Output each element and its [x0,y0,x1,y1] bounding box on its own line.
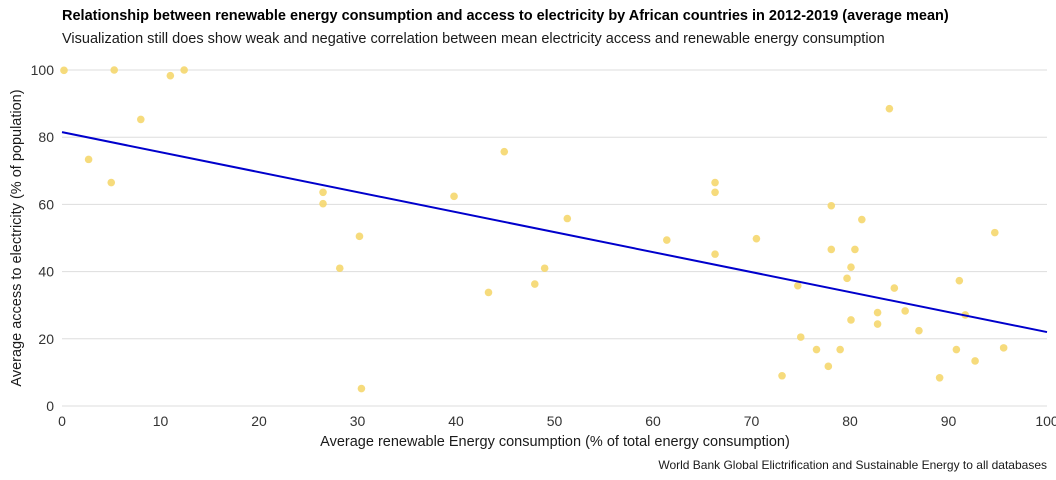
data-point [357,384,366,393]
grid-lines [62,69,1047,407]
x-tick-label: 40 [448,413,464,429]
y-tick-label: 40 [38,264,54,280]
data-point [824,362,833,371]
y-tick-label: 60 [38,196,54,212]
y-axis-ticks: 0 20 40 60 80 100 [31,62,55,414]
y-tick-label: 80 [38,129,54,145]
data-point [319,188,327,197]
data-point [796,333,805,341]
x-axis-title: Average renewable Energy consumption (% … [320,434,790,450]
data-point [335,264,344,273]
data-point [836,345,844,354]
data-point [662,236,671,244]
data-point [711,188,719,197]
data-point [319,199,327,208]
data-point [166,71,175,80]
data-point [84,155,93,164]
data-point [793,281,802,290]
x-tick-label: 0 [58,413,66,429]
data-point [484,288,493,297]
x-tick-label: 10 [153,413,169,429]
data-point [563,214,572,223]
data-point [915,326,923,335]
data-point [60,66,68,75]
data-point [107,178,116,187]
data-point [711,178,719,187]
y-tick-label: 100 [31,62,55,78]
data-point [540,264,549,273]
trend-line [61,131,1048,334]
x-tick-label: 50 [547,413,563,429]
data-point [531,280,539,288]
data-point [137,115,145,124]
x-tick-label: 30 [350,413,366,429]
x-axis-ticks: 0 10 20 30 40 50 60 70 80 90 100 [58,413,1056,429]
data-point [752,234,761,243]
data-point [990,228,999,237]
y-axis-title: Average access to electricity (% of popu… [9,89,25,386]
data-point [885,104,894,113]
data-point [180,66,188,74]
data-point [847,263,855,272]
y-tick-label: 0 [46,398,54,414]
data-point [843,274,851,283]
data-point [858,215,866,224]
data-point [952,345,961,354]
x-tick-label: 60 [645,413,661,429]
data-point [450,192,458,201]
data-point [851,245,859,254]
data-point [935,373,944,382]
x-tick-label: 100 [1035,413,1056,429]
data-point [711,250,719,258]
data-point [827,201,836,210]
chart-subtitle: Visualization still does show weak and n… [62,31,885,47]
x-tick-label: 70 [744,413,760,429]
data-point [827,245,836,254]
data-point [955,276,964,285]
chart-caption: World Bank Global Elictrification and Su… [658,458,1047,472]
data-point [873,308,882,317]
data-point [873,320,882,328]
data-point [355,232,364,241]
chart-title: Relationship between renewable energy co… [62,8,949,24]
data-point [999,344,1008,352]
data-point [110,66,119,74]
y-tick-label: 20 [38,331,54,347]
x-tick-label: 80 [842,413,858,429]
data-point [500,147,509,156]
data-point [971,357,979,365]
data-point [847,316,855,324]
data-point [890,284,899,292]
data-points [60,66,1008,393]
data-point [778,371,786,380]
x-tick-label: 20 [251,413,267,429]
data-point [812,345,821,354]
data-point [901,307,909,315]
x-tick-label: 90 [941,413,957,429]
